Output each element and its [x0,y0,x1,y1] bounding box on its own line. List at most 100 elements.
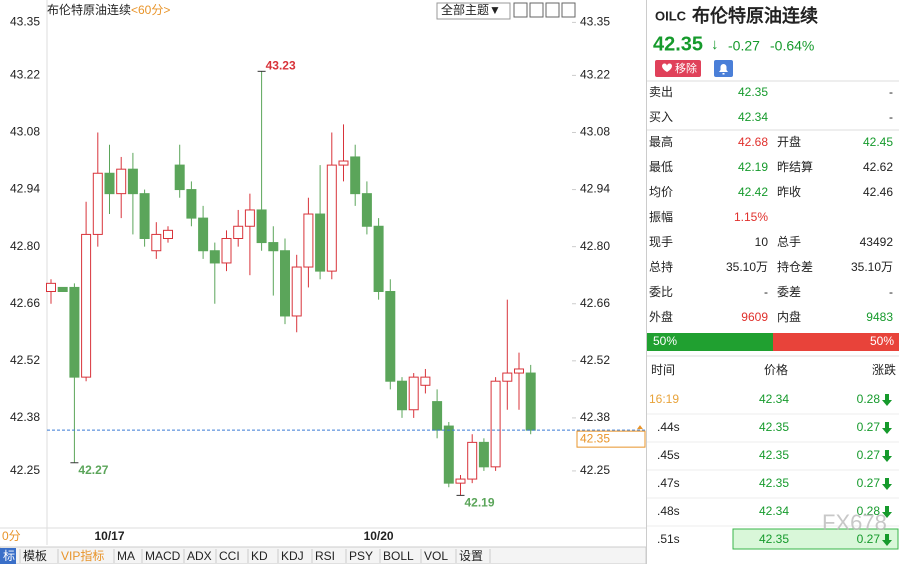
sell-ratio-bar [773,333,899,351]
remove-label[interactable]: 移除 [675,61,697,75]
candle-body [268,242,279,252]
x-tick-label: 10/20 [364,529,394,543]
trade-time: .47s [657,476,680,490]
heart-icon [662,63,672,72]
tab[interactable]: 设置 [459,549,483,563]
y2-tick-label: 42.52 [580,353,610,367]
candle-body [92,172,103,235]
tab[interactable]: BOLL [383,549,414,563]
y-tick-label: 43.08 [10,125,40,139]
tab[interactable]: VOL [424,549,448,563]
row-value: 1.15% [734,210,768,224]
candle-body [256,209,267,244]
period-tab[interactable]: 0分 [2,529,21,543]
icon-button[interactable] [529,2,544,18]
tab[interactable]: MA [117,549,135,563]
candle-body [163,229,173,239]
row-label: 开盘 [777,134,801,149]
trade-time: 16:19 [649,392,679,406]
y-tick-label: 42.66 [10,296,40,310]
row-label: 现手 [649,235,673,249]
candle-body [198,217,209,252]
candle-body [514,368,524,374]
row-label: 最高 [649,134,673,149]
row-label: 均价 [649,185,673,199]
trade-change: 0.27 [857,532,881,546]
candle-body [350,156,361,195]
trade-time: .48s [657,504,680,518]
tab[interactable]: VIP指标 [61,548,104,563]
row-label: 振幅 [649,209,673,224]
row-value: 35.10万 [851,260,893,274]
down-arrow-icon [882,506,892,518]
candle-body [280,250,290,317]
row-label: 总持 [649,259,673,274]
tab[interactable]: MACD [145,549,181,563]
trade-change: 0.28 [857,392,881,406]
candle-body [174,164,185,191]
theme-button[interactable] [436,2,511,20]
candle-body [186,189,197,219]
y2-tick-label: 42.38 [580,410,610,424]
candle-body [432,401,443,431]
row-value: - [889,110,893,124]
row-value: 35.10万 [726,260,768,274]
candle-body [502,372,513,382]
y2-tick-label: 43.08 [580,125,610,139]
row-value: 42.62 [863,160,893,174]
row-value: - [889,285,893,299]
row-label: 持仓差 [777,259,813,274]
row-value: 9609 [741,310,768,324]
tab[interactable]: ADX [187,549,212,563]
x-tick-label: 10/17 [94,529,124,543]
icon-button[interactable] [513,2,528,18]
candle-body [361,193,372,227]
theme-button-label[interactable]: 全部主题▼ [441,2,501,17]
row-label: 内盘 [777,309,801,324]
trade-price: 42.34 [759,504,789,518]
tab-active [0,548,16,564]
tab[interactable]: 标 [3,549,15,563]
tab[interactable]: PSY [349,549,373,563]
trade-price: 42.35 [759,476,789,490]
highlight-row [732,528,899,550]
candle-body [408,376,419,411]
row-value: 42.42 [738,185,768,199]
sell-ratio: 50% [870,334,894,348]
down-arrow-icon [882,450,892,462]
trade-time: .45s [657,448,680,462]
y-tick-label: 42.94 [10,182,40,196]
candle-body [69,286,80,378]
row-label: 外盘 [649,309,673,324]
trade-price: 42.34 [759,392,789,406]
candle-body [467,441,478,480]
remove-button[interactable] [655,60,701,77]
quote-change: -0.27 [728,38,760,54]
candle-body [127,168,138,195]
tab[interactable]: 模板 [23,549,47,563]
tab[interactable]: RSI [315,549,335,563]
tab[interactable]: CCI [219,549,240,563]
row-value: 42.68 [738,135,768,149]
period[interactable]: <60分> [131,3,170,17]
row-value: 43492 [860,235,894,249]
trades-header: 价格 [764,362,788,377]
candle-body [326,164,337,272]
icon-button[interactable] [545,2,560,18]
candle-body [303,213,314,268]
candle-body [104,172,115,195]
trade-price: 42.35 [759,532,789,546]
trade-change: 0.27 [857,448,881,462]
y2-tick-label: 43.22 [580,68,610,82]
tab[interactable]: KD [251,549,268,563]
candle-body [490,380,501,468]
icon-button[interactable] [561,2,576,18]
tool-icons[interactable] [513,2,576,18]
tab[interactable]: KDJ [281,549,304,563]
candle-body [443,425,454,484]
candle-body [397,380,407,411]
candle-body [455,478,466,484]
y2-tick-label: 42.80 [580,239,610,253]
y2-tick-label: 42.66 [580,296,610,310]
